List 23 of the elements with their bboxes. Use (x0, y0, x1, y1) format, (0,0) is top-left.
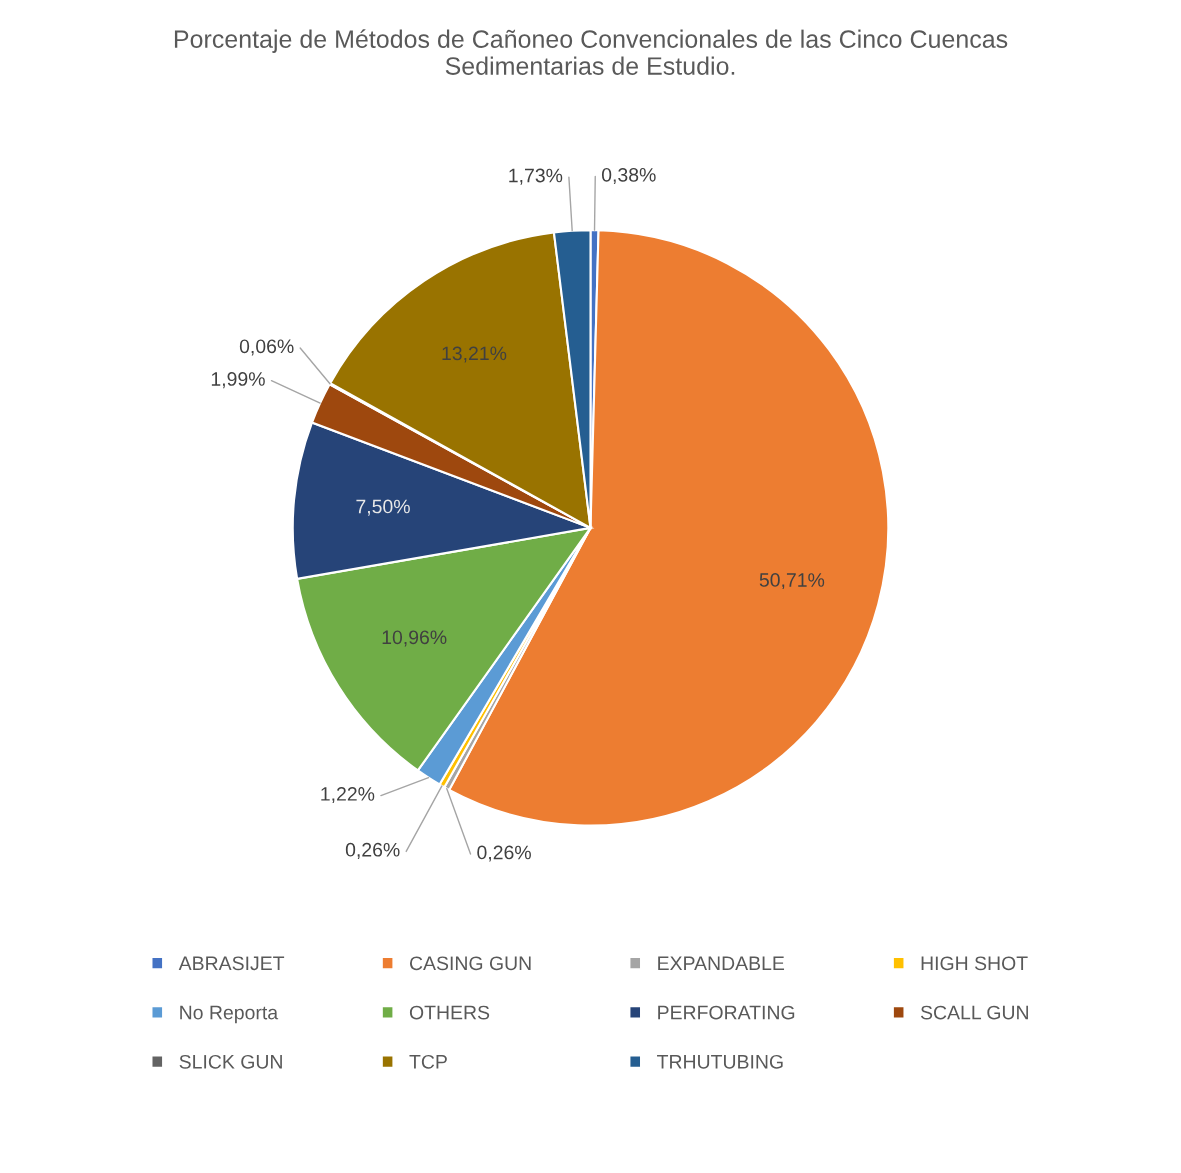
data-label: 1,22% (321, 787, 375, 804)
data-label: 0,26% (345, 842, 400, 859)
legend-label: No Reporta (180, 1005, 279, 1024)
data-label: 0,06% (239, 339, 294, 356)
data-label: 7,50% (356, 499, 410, 516)
legend-label: SLICK GUN (179, 1054, 282, 1069)
data-label: 10,96% (382, 630, 447, 647)
legend-label: HIGH SHOT (921, 956, 1028, 971)
legend-label: TCP (409, 1054, 447, 1069)
legend-label: CASING GUN (409, 956, 531, 971)
legend-label: PERFORATING (658, 1005, 795, 1020)
data-label: 50,71% (759, 573, 825, 590)
chart-title: Porcentaje de Métodos de Cañoneo Convencionales de las Cinco Cuencas Sedimentarias de Estudio. (174, 29, 1008, 75)
data-label: 13,21% (442, 346, 507, 363)
legend-label: TRHUTUBING (657, 1054, 783, 1069)
legend-label: ABRASIJET (178, 956, 285, 971)
data-label: 1,73% (509, 168, 563, 185)
legend-label: SCALL GUN (920, 1005, 1028, 1020)
data-label: 0,38% (601, 167, 656, 185)
data-label: 0,26% (477, 845, 531, 862)
legend-label: OTHERS (409, 1005, 490, 1020)
legend-label: EXPANDABLE (658, 956, 785, 970)
data-label: 1,99% (211, 372, 265, 389)
